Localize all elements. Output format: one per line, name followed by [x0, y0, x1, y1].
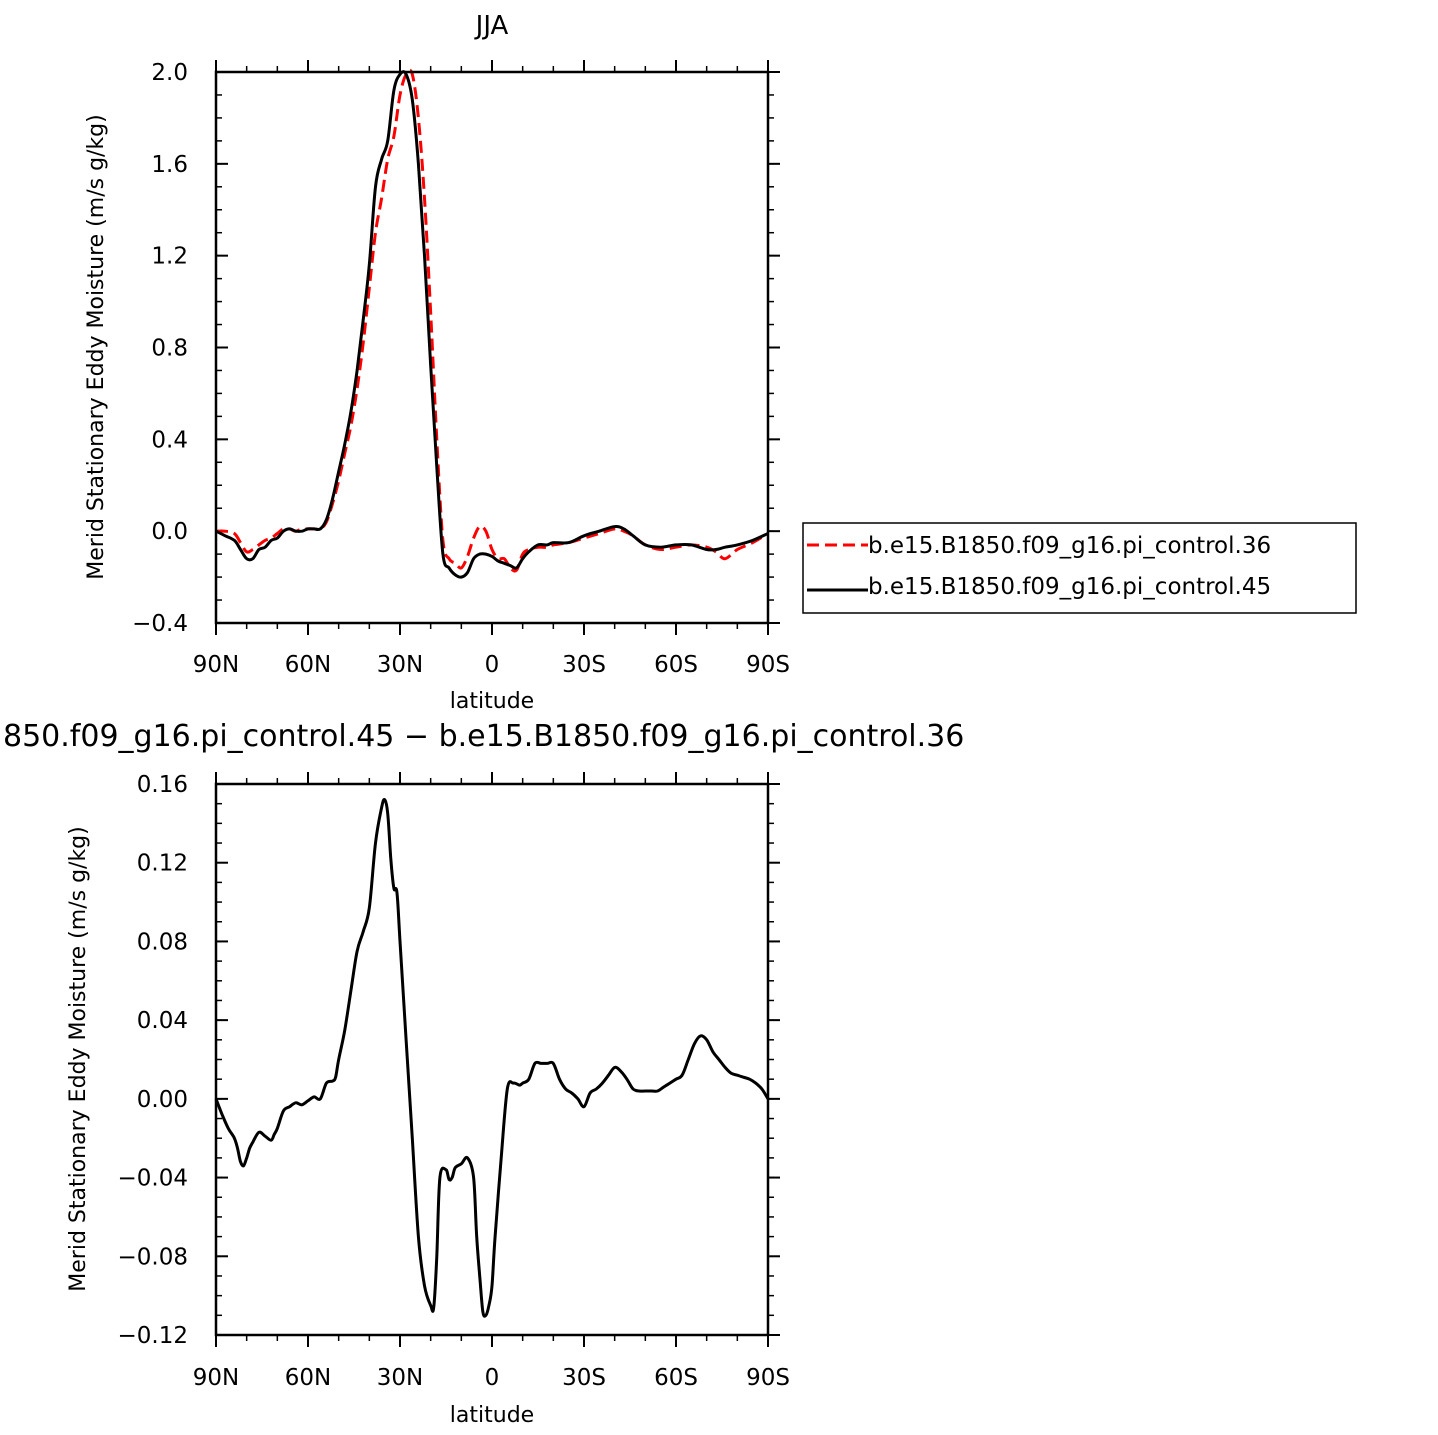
bottom-chart-title: 850.f09_g16.pi_control.45 − b.e15.B1850.…	[3, 719, 964, 754]
top-plot-frame	[214, 70, 770, 625]
bottom-series-line-1	[214, 797, 770, 1318]
top-series-lines	[215, 68, 769, 579]
bottom-y-tick-label: −0.12	[118, 1323, 188, 1349]
top-chart: JJA Merid Stationary Eddy Moisture (m/s …	[84, 11, 790, 714]
legend-label-series-1: b.e15.B1850.f09_g16.pi_control.36	[868, 533, 1271, 559]
bottom-x-tick-label: 90S	[746, 1365, 790, 1391]
bottom-x-tick-label: 60S	[654, 1365, 698, 1391]
top-y-tick-label: 0.0	[151, 519, 188, 545]
bottom-x-tick-label: 0	[485, 1365, 500, 1391]
top-x-tick-label: 90N	[193, 652, 239, 678]
bottom-x-tick-label: 90N	[193, 1365, 239, 1391]
top-x-tick-label: 0	[485, 652, 500, 678]
bottom-tick-marks	[215, 772, 780, 1347]
top-x-tick-label: 60N	[285, 652, 331, 678]
top-x-tick-label: 90S	[746, 652, 790, 678]
bottom-y-tick-label: 0.12	[137, 851, 188, 877]
bottom-y-axis-label: Merid Stationary Eddy Moisture (m/s g/kg…	[66, 826, 91, 1291]
top-y-tick-label: 0.8	[151, 336, 188, 362]
top-series-line-2	[215, 70, 769, 579]
bottom-plot-frame	[214, 782, 770, 1337]
top-x-axis-label: latitude	[450, 689, 534, 714]
top-y-tick-label: −0.4	[132, 611, 188, 637]
bottom-x-axis-label: latitude	[450, 1403, 534, 1428]
bottom-x-tick-label: 30N	[377, 1365, 423, 1391]
top-y-tick-labels: −0.4 0.0 0.4 0.8 1.2 1.6 2.0	[132, 60, 188, 637]
legend: b.e15.B1850.f09_g16.pi_control.36 b.e15.…	[802, 522, 1357, 614]
legend-label-series-2: b.e15.B1850.f09_g16.pi_control.45	[868, 574, 1271, 600]
top-y-tick-label: 1.6	[151, 152, 188, 178]
bottom-y-tick-label: −0.08	[118, 1244, 188, 1270]
top-x-tick-label: 30S	[562, 652, 606, 678]
top-series-line-1	[215, 68, 769, 573]
top-x-tick-label: 30N	[377, 652, 423, 678]
bottom-x-tick-label: 30S	[562, 1365, 606, 1391]
bottom-series-lines	[214, 797, 770, 1318]
top-y-axis-label: Merid Stationary Eddy Moisture (m/s g/kg…	[84, 114, 109, 579]
top-y-tick-label: 2.0	[151, 60, 188, 86]
top-y-tick-label: 0.4	[151, 427, 188, 453]
bottom-x-tick-labels: 90N 60N 30N 0 30S 60S 90S	[193, 1365, 790, 1391]
top-tick-marks	[215, 60, 780, 635]
bottom-y-tick-labels: −0.12 −0.08 −0.04 0.00 0.04 0.08 0.12 0.16	[118, 772, 188, 1349]
bottom-y-tick-label: 0.00	[137, 1087, 188, 1113]
top-x-tick-labels: 90N 60N 30N 0 30S 60S 90S	[193, 652, 790, 678]
top-y-tick-label: 1.2	[151, 244, 188, 270]
bottom-chart: 850.f09_g16.pi_control.45 − b.e15.B1850.…	[3, 719, 964, 1428]
top-chart-title: JJA	[474, 11, 509, 41]
top-x-tick-label: 60S	[654, 652, 698, 678]
bottom-y-tick-label: 0.16	[137, 772, 188, 798]
bottom-x-tick-label: 60N	[285, 1365, 331, 1391]
legend-box	[802, 522, 1357, 614]
bottom-y-tick-label: 0.08	[137, 929, 188, 955]
bottom-y-tick-label: −0.04	[118, 1166, 188, 1192]
bottom-y-tick-label: 0.04	[137, 1008, 188, 1034]
